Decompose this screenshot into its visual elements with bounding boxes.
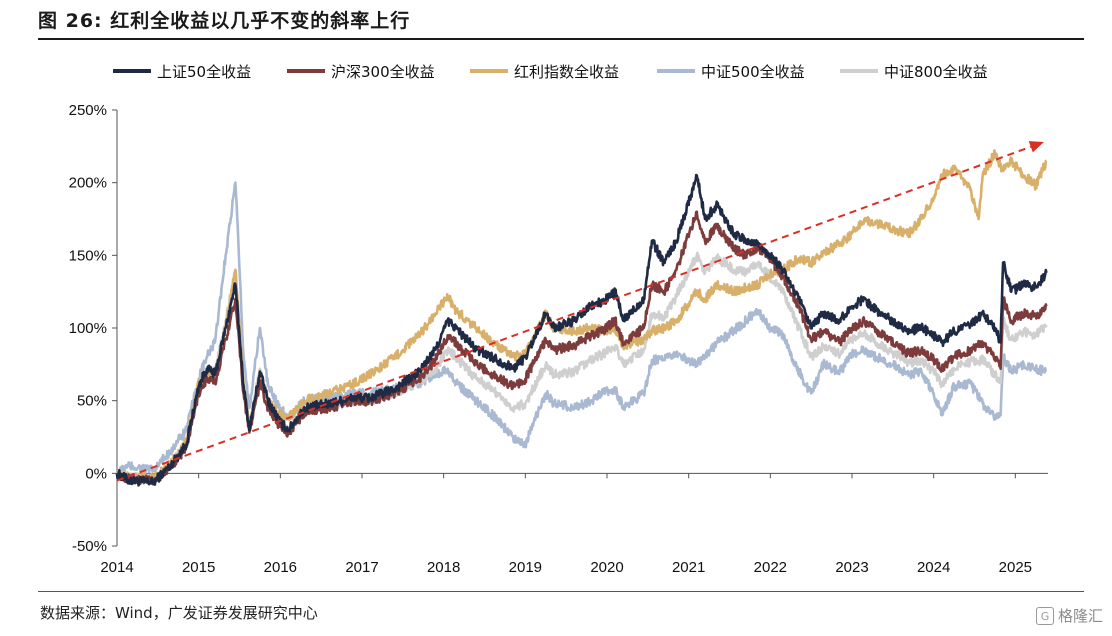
x-tick-label: 2024 — [917, 559, 950, 576]
y-tick-label: 150% — [69, 247, 107, 264]
series-line-4 — [115, 251, 1048, 485]
x-tick-label: 2020 — [590, 559, 623, 576]
y-tick-label: 200% — [69, 175, 107, 192]
series-layer — [115, 149, 1048, 487]
chart-legend: 上证50全收益 沪深300全收益 红利指数全收益 中证500全收益 中证800全收益 — [113, 63, 988, 81]
watermark-text: 格隆汇 — [1058, 607, 1104, 625]
x-tick-label: 2014 — [100, 559, 133, 576]
x-tick-label: 2018 — [427, 559, 460, 576]
series-line-1 — [115, 210, 1048, 486]
x-tick-label: 2021 — [672, 559, 705, 576]
chart-axes: 250% 200% 150% 100% 50% 0% -50% 2014 2015 2016 201… — [69, 102, 1048, 576]
y-tick-label: 250% — [69, 102, 107, 119]
x-tick-label: 2025 — [999, 559, 1032, 576]
y-tick-label: 0% — [85, 465, 107, 482]
x-tick-label: 2016 — [264, 559, 297, 576]
legend-label-4: 中证800全收益 — [884, 63, 988, 81]
y-tick-label: 50% — [77, 393, 107, 410]
x-tick-label: 2019 — [509, 559, 542, 576]
y-tick-label: 100% — [69, 320, 107, 337]
trend-arrow-head — [1028, 141, 1044, 153]
watermark-logo-icon: G — [1036, 606, 1054, 625]
x-tick-label: 2023 — [835, 559, 868, 576]
x-tick-label: 2017 — [345, 559, 378, 576]
y-tick-label: -50% — [72, 538, 107, 555]
footer-rule — [38, 591, 1084, 592]
series-line-0 — [115, 173, 1048, 487]
series-line-3 — [115, 181, 1048, 479]
x-tick-label: 2015 — [182, 559, 215, 576]
annotation-layer — [116, 141, 1044, 482]
legend-label-0: 上证50全收益 — [157, 63, 251, 81]
source-note: 数据来源：Wind，广发证券发展研究中心 — [40, 604, 318, 622]
trend-arrow-line — [116, 145, 1032, 482]
legend-label-1: 沪深300全收益 — [331, 63, 435, 81]
legend-label-3: 中证500全收益 — [701, 63, 805, 81]
title-rule — [38, 38, 1084, 40]
legend-label-2: 红利指数全收益 — [514, 63, 619, 81]
figure-title: 图 26: 红利全收益以几乎不变的斜率上行 — [38, 10, 411, 32]
x-tick-label: 2022 — [754, 559, 787, 576]
watermark: G 格隆汇 — [1036, 605, 1103, 626]
